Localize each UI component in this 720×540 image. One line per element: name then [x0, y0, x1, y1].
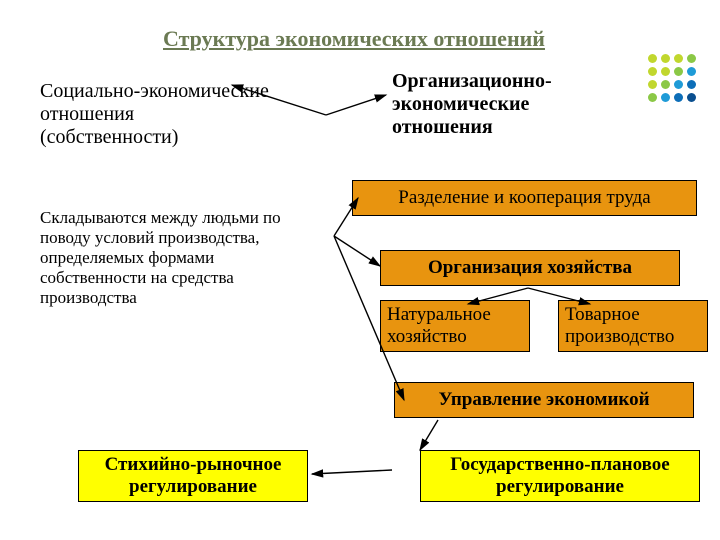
box-planned-regulation: Государственно-плановое регулирование — [420, 450, 700, 502]
box-division-cooperation: Разделение и кооперация труда — [352, 180, 697, 216]
box-natural-economy: Натуральное хозяйство — [380, 300, 530, 352]
right-heading: Организационно-экономические отношения — [392, 70, 632, 139]
box-market-regulation: Стихийно-рыночное регулирование — [78, 450, 308, 502]
page-title: Структура экономических отношений — [124, 26, 584, 52]
corner-dot-grid — [648, 54, 697, 103]
left-heading: Социально-экономические отношения (собст… — [40, 80, 270, 149]
left-description: Складываются между людьми по поводу усло… — [40, 208, 290, 308]
box-commodity-production: Товарное производство — [558, 300, 708, 352]
box-economy-management: Управление экономикой — [394, 382, 694, 418]
box-organization: Организация хозяйства — [380, 250, 680, 286]
